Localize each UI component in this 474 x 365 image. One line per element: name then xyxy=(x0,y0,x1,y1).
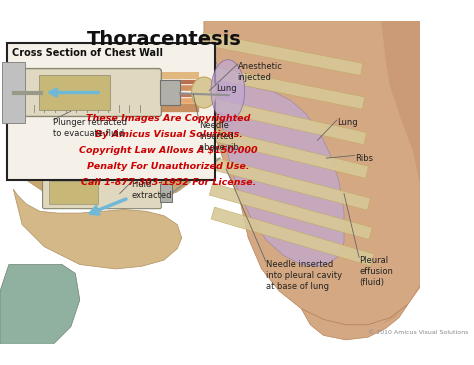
Text: By Amicus Visual Solutions.: By Amicus Visual Solutions. xyxy=(94,130,242,139)
Text: Pleural
effusion
(fluid): Pleural effusion (fluid) xyxy=(359,255,393,287)
Text: Needle
inserted
above rib: Needle inserted above rib xyxy=(200,121,239,152)
Polygon shape xyxy=(201,32,363,76)
Text: Plunger retracted
to evacuate fluid: Plunger retracted to evacuate fluid xyxy=(53,118,127,138)
Text: Lung: Lung xyxy=(337,118,357,127)
Text: These Images Are Copyrighted: These Images Are Copyrighted xyxy=(86,114,251,123)
Bar xyxy=(2,62,25,123)
Bar xyxy=(160,184,172,201)
Polygon shape xyxy=(203,65,365,109)
Text: Copyright Law Allows A $150,000: Copyright Law Allows A $150,000 xyxy=(79,146,258,155)
Ellipse shape xyxy=(211,60,245,122)
Bar xyxy=(161,80,180,105)
Ellipse shape xyxy=(191,77,216,108)
Polygon shape xyxy=(204,97,366,145)
Polygon shape xyxy=(211,207,374,266)
Bar xyxy=(49,181,98,204)
Polygon shape xyxy=(206,127,368,178)
FancyBboxPatch shape xyxy=(7,43,216,180)
Polygon shape xyxy=(301,304,408,340)
Polygon shape xyxy=(208,157,370,210)
Text: Needle inserted
into pleural cavity
at base of lung: Needle inserted into pleural cavity at b… xyxy=(266,260,342,291)
FancyBboxPatch shape xyxy=(10,69,161,116)
Polygon shape xyxy=(213,52,344,266)
Text: © 2010 Amicus Visual Solutions: © 2010 Amicus Visual Solutions xyxy=(368,330,468,335)
FancyBboxPatch shape xyxy=(43,177,161,209)
Polygon shape xyxy=(22,145,191,207)
Polygon shape xyxy=(13,189,182,269)
Polygon shape xyxy=(210,183,372,239)
Polygon shape xyxy=(204,21,420,325)
Text: Fluid
extracted: Fluid extracted xyxy=(131,180,172,200)
Text: Lung: Lung xyxy=(216,84,237,93)
Bar xyxy=(39,75,110,110)
Text: Thoracentesis: Thoracentesis xyxy=(87,30,241,49)
Polygon shape xyxy=(381,21,420,325)
Text: Call 1-877-303-1952 For License.: Call 1-877-303-1952 For License. xyxy=(81,178,256,187)
Text: Cross Section of Chest Wall: Cross Section of Chest Wall xyxy=(12,48,164,58)
Polygon shape xyxy=(0,265,80,344)
Text: Ribs: Ribs xyxy=(355,154,373,163)
Text: Anesthetic
injected: Anesthetic injected xyxy=(237,62,283,82)
Text: Penalty For Unauthorized Use.: Penalty For Unauthorized Use. xyxy=(87,162,250,171)
